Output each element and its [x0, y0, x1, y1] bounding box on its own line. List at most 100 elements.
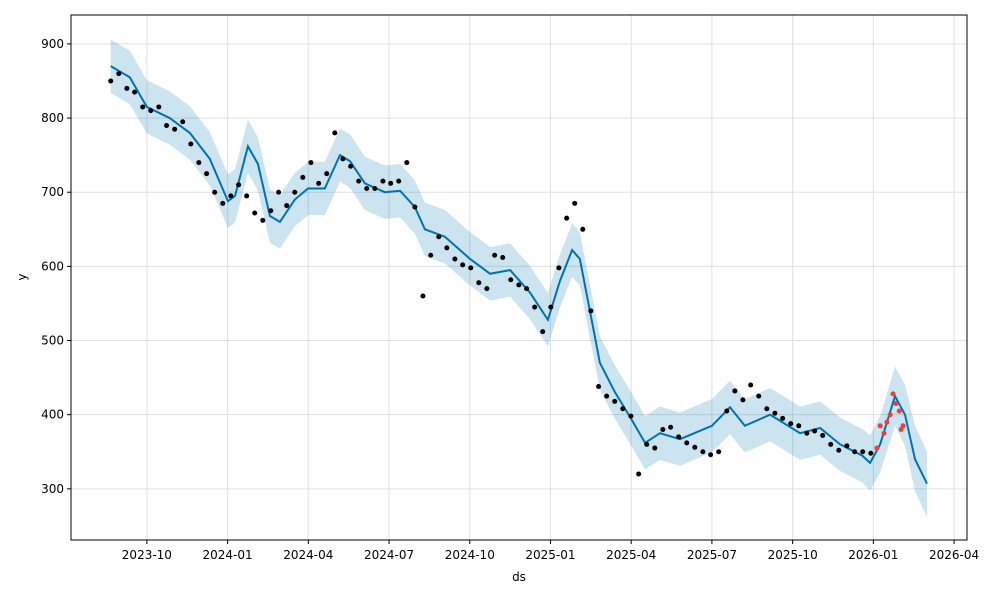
x-tick-label: 2023-10 — [122, 548, 172, 562]
data-point — [612, 398, 618, 404]
data-point — [780, 415, 786, 421]
forecast-line — [110, 65, 928, 485]
data-point — [898, 427, 904, 433]
data-point — [628, 413, 634, 419]
data-point — [556, 265, 562, 271]
data-point — [108, 78, 114, 84]
data-point — [620, 406, 626, 412]
data-point — [308, 160, 314, 166]
data-point — [893, 401, 899, 407]
data-point — [388, 180, 394, 186]
data-point — [444, 245, 450, 251]
data-point — [812, 428, 818, 434]
data-point — [268, 208, 274, 214]
data-point — [692, 444, 698, 450]
data-point — [540, 329, 546, 335]
data-point — [748, 382, 754, 388]
data-point — [172, 126, 178, 132]
data-point — [436, 234, 442, 240]
uncertainty-band — [110, 39, 927, 518]
data-point — [204, 171, 210, 177]
data-point — [820, 432, 826, 438]
x-tick-label: 2025-01 — [525, 548, 575, 562]
data-point — [228, 193, 234, 199]
y-tick-label: 300 — [41, 482, 64, 496]
data-point — [684, 440, 690, 446]
data-point — [156, 104, 162, 110]
data-point — [460, 262, 466, 268]
data-point — [132, 89, 138, 95]
data-point — [180, 119, 186, 125]
data-point — [604, 393, 610, 399]
data-point — [252, 210, 258, 216]
y-tick-label: 800 — [41, 111, 64, 125]
y-tick-label: 500 — [41, 334, 64, 348]
x-tick-label: 2025-10 — [768, 548, 818, 562]
data-point — [588, 308, 594, 314]
y-axis-label: y — [15, 273, 29, 280]
data-point — [236, 182, 242, 188]
data-point — [116, 71, 122, 77]
data-point — [636, 471, 642, 477]
y-tick-label: 400 — [41, 408, 64, 422]
data-point — [292, 189, 298, 195]
data-point — [404, 160, 410, 166]
data-point — [348, 163, 354, 169]
data-point — [668, 424, 674, 430]
data-point — [476, 280, 482, 286]
data-point — [468, 265, 474, 271]
y-tick-label: 900 — [41, 37, 64, 51]
data-point — [188, 141, 194, 147]
x-tick-label: 2026-01 — [848, 548, 898, 562]
data-point — [412, 204, 418, 210]
data-point — [124, 85, 130, 91]
data-point — [524, 286, 530, 292]
data-point — [340, 156, 346, 162]
data-point — [316, 180, 322, 186]
data-point — [300, 174, 306, 180]
data-point — [724, 408, 730, 414]
x-tick-label: 2024-01 — [203, 548, 253, 562]
data-point — [732, 388, 738, 394]
data-point — [796, 423, 802, 429]
data-point — [380, 178, 386, 184]
data-point — [276, 189, 282, 195]
data-point — [868, 450, 874, 456]
data-point — [364, 186, 370, 192]
data-point — [881, 430, 887, 436]
data-point — [532, 304, 538, 310]
x-axis-label: ds — [512, 570, 526, 584]
x-tick-label: 2024-10 — [445, 548, 495, 562]
data-point — [652, 445, 658, 451]
data-point — [572, 200, 578, 206]
data-point — [716, 449, 722, 455]
data-point — [828, 441, 834, 447]
y-tick-label: 600 — [41, 259, 64, 273]
data-point — [164, 122, 170, 128]
data-point — [596, 384, 602, 390]
data-point — [708, 452, 714, 458]
x-tick-label: 2026-04 — [929, 548, 979, 562]
data-point — [372, 186, 378, 192]
data-point — [804, 430, 810, 436]
data-point — [420, 293, 426, 299]
data-point — [396, 178, 402, 184]
data-point — [324, 171, 330, 177]
data-point — [284, 203, 290, 209]
data-point — [452, 256, 458, 262]
data-point — [332, 130, 338, 136]
data-point — [660, 427, 666, 433]
data-point — [500, 254, 506, 260]
data-point — [772, 410, 778, 416]
data-point — [887, 412, 893, 418]
data-point — [244, 193, 250, 199]
data-point — [836, 447, 842, 453]
data-point — [874, 445, 880, 451]
x-tick-label: 2024-07 — [364, 548, 414, 562]
data-point — [548, 304, 554, 310]
data-point — [860, 449, 866, 455]
data-point — [508, 277, 514, 283]
data-point — [220, 200, 226, 206]
